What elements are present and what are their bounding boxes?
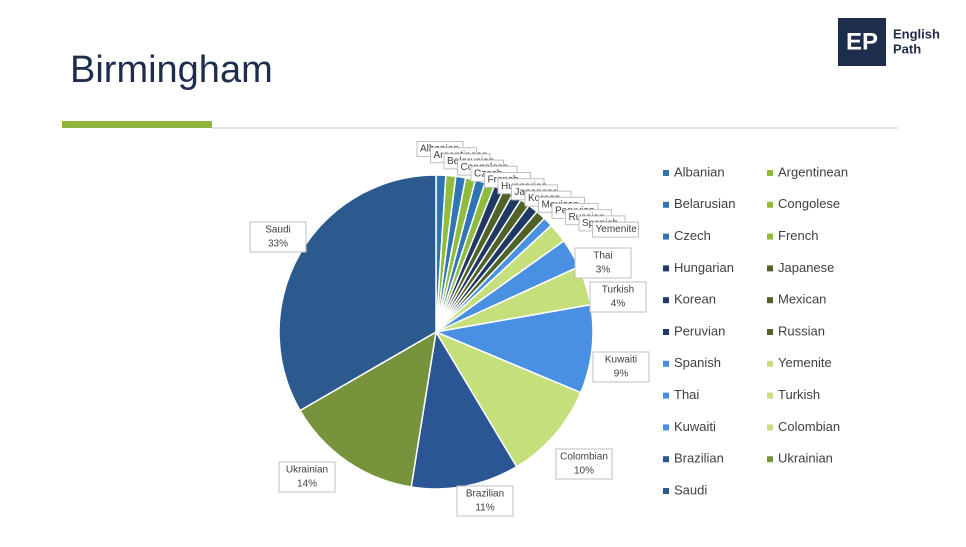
label-box (555, 448, 613, 480)
legend-label: Hungarian (674, 260, 734, 275)
legend-swatch (663, 297, 669, 304)
data-label: 11% (475, 503, 494, 514)
data-label: Ukrainian (286, 465, 328, 476)
legend-label: Ukrainian (778, 451, 833, 466)
logo-text: English (893, 26, 940, 41)
legend-swatch (767, 233, 773, 240)
label-box (456, 485, 514, 517)
legend-label: Congolese (778, 196, 840, 211)
legend-swatch (767, 424, 773, 431)
legend-swatch (767, 201, 773, 208)
legend-swatch (663, 201, 669, 208)
data-label: Thai (593, 251, 612, 262)
label-box (278, 461, 336, 493)
data-label: Yemenite (596, 224, 638, 235)
legend-swatch (663, 360, 669, 367)
label-box (589, 281, 647, 313)
legend-label: Albanian (674, 164, 725, 179)
slide-title: Birmingham (70, 49, 273, 91)
legend-label: Kuwaiti (674, 419, 716, 434)
legend-label: Japanese (778, 260, 834, 275)
legend-swatch (663, 392, 669, 399)
legend-label: Colombian (778, 419, 840, 434)
legend-label: Spanish (674, 355, 721, 370)
legend-swatch (663, 424, 669, 431)
legend-swatch (663, 329, 669, 335)
legend-swatch (767, 456, 773, 463)
legend-swatch (767, 265, 773, 272)
legend-swatch (767, 392, 773, 399)
pie-slice (299, 330, 437, 488)
logo-box (838, 18, 886, 66)
data-label: 3% (596, 265, 611, 276)
data-label: Turkish (602, 285, 634, 296)
legend-label: Thai (674, 387, 699, 402)
legend-label: Mexican (778, 292, 826, 307)
legend-label: Argentinean (778, 164, 848, 179)
logo-text: Path (893, 41, 921, 56)
legend-label: Russian (778, 323, 825, 338)
label-box (592, 351, 650, 383)
label-box (249, 221, 307, 253)
legend-label: Czech (674, 228, 711, 243)
data-label: 9% (614, 369, 629, 380)
legend-label: Turkish (778, 387, 820, 402)
data-label: Brazilian (466, 489, 504, 500)
data-label: 10% (574, 466, 594, 477)
legend-label: Korean (674, 292, 716, 307)
data-label: 33% (268, 239, 288, 250)
logo-mark: EP (846, 28, 878, 55)
legend-label: Yemenite (778, 355, 832, 370)
legend-swatch (767, 297, 773, 304)
label-box (592, 221, 639, 238)
legend-swatch (663, 233, 669, 240)
legend-label: Saudi (674, 482, 707, 497)
legend-label: Belarusian (674, 196, 735, 211)
legend-label: Brazilian (674, 451, 724, 466)
legend-label: French (778, 228, 818, 243)
data-label: 4% (611, 299, 626, 310)
data-label: Saudi (265, 225, 291, 236)
accent-bar (62, 121, 212, 128)
legend-swatch (663, 170, 669, 176)
pie-slice (278, 174, 437, 412)
legend-swatch (767, 329, 773, 335)
data-label: Kuwaiti (605, 355, 637, 366)
legend-swatch (663, 456, 669, 463)
legend-swatch (663, 265, 669, 272)
data-label: 14% (297, 479, 317, 490)
legend-swatch (767, 360, 773, 367)
legend-swatch (663, 488, 669, 494)
label-box (574, 247, 632, 279)
legend-swatch (767, 170, 773, 176)
legend-label: Peruvian (674, 323, 725, 338)
pie-slice (434, 330, 582, 468)
data-label: Colombian (560, 452, 608, 463)
